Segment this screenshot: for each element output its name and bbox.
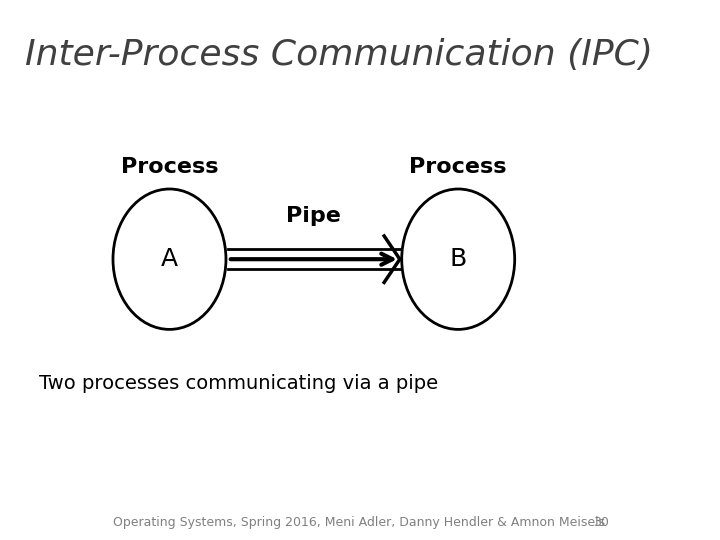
Text: Process: Process bbox=[410, 157, 507, 178]
Text: 30: 30 bbox=[593, 516, 609, 529]
Text: Pipe: Pipe bbox=[287, 206, 341, 226]
Text: B: B bbox=[449, 247, 467, 271]
Text: Two processes communicating via a pipe: Two processes communicating via a pipe bbox=[39, 374, 438, 393]
Text: Inter-Process Communication (IPC): Inter-Process Communication (IPC) bbox=[25, 38, 653, 72]
Ellipse shape bbox=[113, 189, 226, 329]
Ellipse shape bbox=[402, 189, 515, 329]
Text: Process: Process bbox=[121, 157, 218, 178]
Text: A: A bbox=[161, 247, 178, 271]
Text: Operating Systems, Spring 2016, Meni Adler, Danny Hendler & Amnon Meisels: Operating Systems, Spring 2016, Meni Adl… bbox=[113, 516, 605, 529]
